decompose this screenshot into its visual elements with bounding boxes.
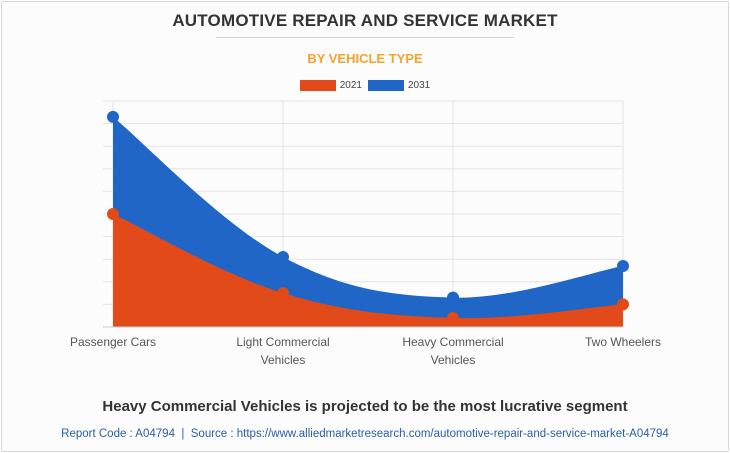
- legend-label-2031: 2031: [408, 80, 431, 91]
- data-point-2031: [107, 110, 119, 123]
- legend-item-2021[interactable]: 2021: [299, 80, 362, 91]
- x-tick-label-line: Passenger Cars: [69, 335, 157, 349]
- headline-text: Heavy Commercial Vehicles is projected t…: [102, 398, 628, 415]
- footer-source: Report Code : A04794 | Source : https://…: [0, 428, 730, 440]
- x-tick-label: Light Commercial Vehicles: [213, 333, 353, 369]
- x-tick-label-line: Light Commercial: [236, 335, 330, 349]
- x-tick-label: Heavy Commercial Vehicles: [383, 333, 523, 369]
- legend-label-2021: 2021: [339, 80, 362, 91]
- x-tick-label: Two Wheelers: [553, 333, 693, 351]
- legend-item-2031[interactable]: 2031: [368, 80, 430, 91]
- footer-separator: |: [181, 428, 185, 440]
- x-tick-label-line: Vehicles: [430, 353, 476, 367]
- data-point-2021: [447, 311, 459, 324]
- area-series-2031: [113, 116, 623, 327]
- chart-title: AUTOMOTIVE REPAIR AND SERVICE MARKET: [172, 11, 558, 30]
- data-point-2031: [277, 250, 289, 263]
- x-tick-label-line: Two Wheelers: [584, 335, 662, 349]
- x-tick-label-line: Heavy Commercial: [402, 335, 504, 349]
- legend-swatch-2031: [368, 80, 404, 91]
- data-point-2031: [447, 291, 459, 304]
- chart-subtitle: BY VEHICLE TYPE: [307, 51, 423, 66]
- data-point-2021: [277, 287, 289, 300]
- x-tick-label: Passenger Cars: [43, 333, 183, 351]
- x-tick-label-line: Vehicles: [260, 353, 306, 367]
- title-divider: [216, 37, 514, 38]
- data-point-2021: [617, 298, 629, 311]
- legend: 2021 2031: [0, 80, 730, 91]
- report-code: Report Code : A04794: [61, 428, 175, 440]
- source-text[interactable]: Source : https://www.alliedmarketresearc…: [190, 428, 669, 440]
- data-point-2021: [107, 208, 119, 220]
- legend-swatch-2021: [299, 80, 336, 91]
- data-point-2031: [617, 259, 629, 272]
- area-series-2021: [113, 214, 623, 327]
